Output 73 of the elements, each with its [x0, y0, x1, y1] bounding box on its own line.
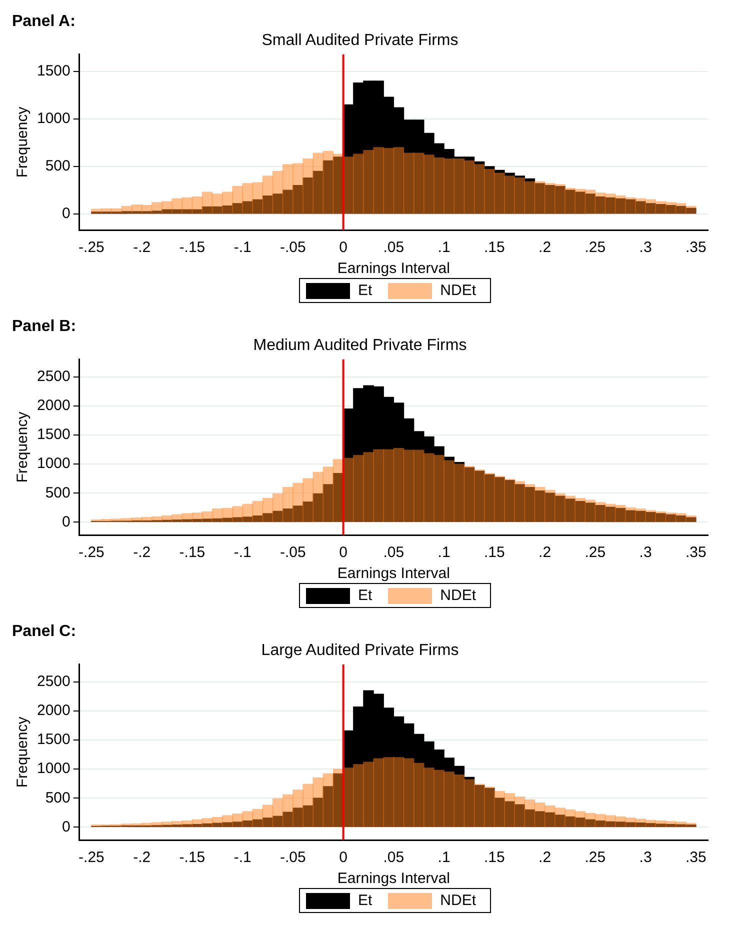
y-tick-label: 500	[45, 789, 70, 806]
y-tick-label: 2000	[36, 702, 70, 720]
x-tick-label: .05	[383, 239, 404, 256]
x-tick-label: .2	[538, 239, 552, 256]
y-tick-label: 1500	[36, 62, 70, 80]
x-tick-label: -.05	[280, 544, 306, 562]
x-tick-label: .25	[584, 239, 606, 256]
y-tick-label: 1000	[36, 110, 70, 128]
x-tick-label: .35	[685, 239, 706, 256]
x-tick-label: .1	[438, 849, 450, 866]
y-tick-label: 500	[45, 158, 70, 175]
x-tick-label: -.2	[133, 239, 151, 256]
x-tick-label: .2	[538, 849, 552, 866]
x-tick-label: -.05	[280, 239, 306, 256]
legend-label: Et	[358, 587, 372, 604]
x-tick-label: .35	[685, 544, 706, 562]
legend-label: NDEt	[440, 282, 476, 299]
x-axis-title: Earnings Interval	[337, 260, 450, 278]
x-tick-label: -.1	[234, 239, 252, 256]
legend-label: NDEt	[440, 892, 476, 909]
y-tick-label: 1000	[36, 760, 70, 778]
y-tick-label: 2000	[36, 397, 70, 414]
x-tick-label: 0	[339, 849, 348, 866]
x-axis-title: Earnings Interval	[337, 870, 450, 888]
x-tick-label: .3	[639, 239, 652, 256]
x-tick-label: .15	[484, 849, 505, 866]
legend-label: NDEt	[440, 587, 476, 604]
x-tick-label: -.15	[179, 544, 206, 562]
y-tick-label: 2500	[36, 672, 70, 690]
x-tick-label: -.15	[179, 239, 206, 256]
chart-subtitle: Large Audited Private Firms	[261, 642, 459, 660]
x-tick-label: .35	[685, 849, 706, 866]
x-tick-label: 0	[339, 544, 348, 562]
x-tick-label: .1	[438, 239, 450, 256]
x-tick-label: -.25	[78, 849, 104, 866]
y-tick-label: 0	[62, 205, 70, 222]
chart-subtitle: Medium Audited Private Firms	[253, 337, 467, 354]
y-tick-label: 1000	[36, 455, 70, 472]
x-tick-label: -.2	[133, 849, 151, 866]
y-tick-label: 0	[62, 513, 70, 530]
x-tick-label: .2	[538, 544, 552, 562]
x-tick-label: -.25	[78, 239, 104, 256]
y-tick-label: 2500	[36, 368, 70, 385]
y-axis-title: Frequency	[14, 106, 32, 178]
y-tick-label: 1500	[36, 426, 70, 444]
chart-title: Panel C:	[12, 623, 76, 640]
legend-label: Et	[358, 892, 372, 909]
x-tick-label: 0	[339, 239, 348, 256]
x-tick-label: -.15	[179, 849, 206, 866]
x-tick-label: -.05	[280, 849, 306, 866]
x-tick-label: -.25	[78, 544, 104, 562]
y-tick-label: 0	[62, 818, 70, 836]
x-tick-label: .15	[484, 544, 505, 562]
x-tick-label: -.1	[234, 849, 252, 866]
legend-label: Et	[358, 282, 372, 299]
x-tick-label: -.2	[133, 544, 151, 562]
chart-subtitle: Small Audited Private Firms	[262, 32, 458, 50]
chart-title: Panel B:	[12, 318, 76, 336]
x-tick-label: .3	[639, 849, 652, 866]
x-tick-label: .15	[484, 239, 505, 256]
y-axis-title: Frequency	[14, 716, 32, 788]
x-tick-label: .05	[383, 544, 404, 562]
y-axis-title: Frequency	[14, 411, 32, 483]
x-tick-label: .3	[639, 544, 652, 562]
y-tick-label: 500	[45, 484, 70, 502]
y-tick-label: 1500	[36, 731, 70, 748]
x-tick-label: .25	[584, 544, 606, 562]
x-tick-label: .05	[383, 849, 404, 866]
x-tick-label: .25	[584, 849, 606, 866]
chart-title: Panel A:	[12, 13, 76, 30]
x-tick-label: -.1	[234, 544, 252, 562]
x-tick-label: .1	[438, 544, 450, 562]
x-axis-title: Earnings Interval	[337, 565, 450, 582]
